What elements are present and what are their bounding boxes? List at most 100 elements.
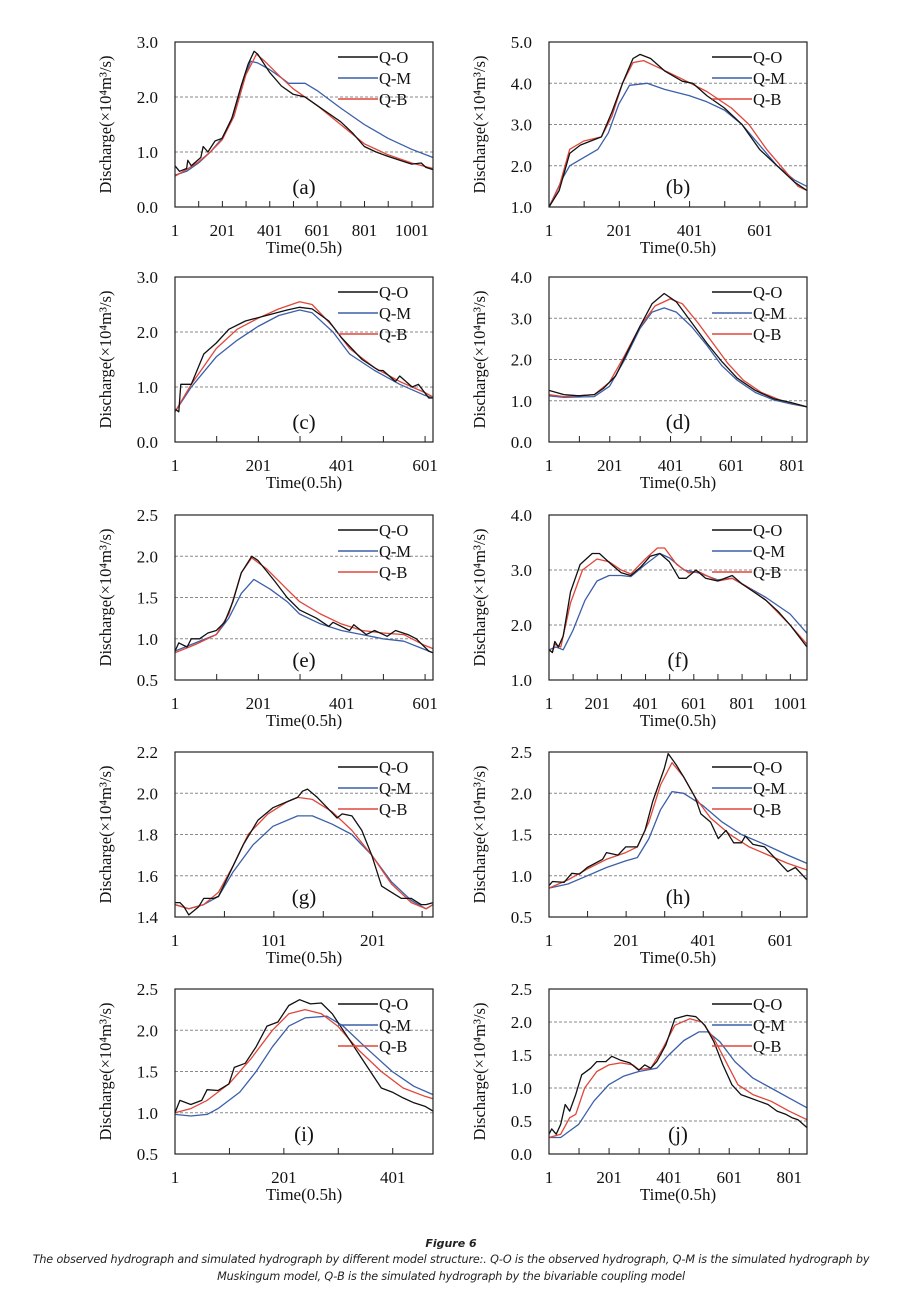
- series-line-q-o: [174, 555, 434, 654]
- y-tick-label: 4.0: [511, 74, 532, 93]
- legend-label-q-m: Q-M: [753, 779, 785, 798]
- legend-label-q-m: Q-M: [379, 542, 411, 561]
- x-tick-label: 601: [719, 456, 745, 475]
- legend-label-q-b: Q-B: [753, 1037, 781, 1056]
- y-tick-label: 3.0: [137, 268, 158, 287]
- series-line-q-o: [548, 292, 808, 408]
- x-tick-label: 601: [304, 221, 330, 240]
- legend-label-q-b: Q-B: [753, 325, 781, 344]
- x-tick-label: 401: [677, 221, 703, 240]
- legend-label-q-m: Q-M: [379, 304, 411, 323]
- x-tick-label: 801: [729, 694, 755, 713]
- y-axis-title: Discharge(×10⁴m³/s): [470, 56, 489, 194]
- y-tick-label: 2.0: [511, 351, 532, 370]
- x-tick-label: 1: [545, 456, 554, 475]
- y-tick-label: 3.0: [137, 33, 158, 52]
- x-tick-label: 801: [352, 221, 378, 240]
- x-tick-label: 401: [329, 694, 355, 713]
- series-line-q-o: [548, 552, 808, 654]
- legend: Q-O Q-M Q-B: [712, 758, 785, 819]
- y-tick-label: 2.0: [137, 1021, 158, 1040]
- x-tick-label: 601: [747, 221, 773, 240]
- y-tick-label: 3.0: [511, 561, 532, 580]
- y-tick-label: 0.5: [137, 1145, 158, 1164]
- legend-label-q-o: Q-O: [379, 995, 408, 1014]
- chart-panel-b: 1.0 2.0 3.0 4.0 5.0 1 201 401 601 Time(0.5h) Disch…: [470, 33, 808, 257]
- legend-label-q-b: Q-B: [379, 563, 407, 582]
- x-axis-title: Time(0.5h): [640, 948, 716, 967]
- y-tick-label: 2.5: [137, 506, 158, 525]
- legend-label-q-m: Q-M: [753, 1016, 785, 1035]
- x-tick-label: 201: [246, 456, 272, 475]
- y-tick-label: 1.0: [137, 143, 158, 162]
- x-axis-title: Time(0.5h): [640, 1185, 716, 1204]
- series-line-q-b: [174, 53, 434, 177]
- series-line-q-b: [548, 1018, 808, 1139]
- x-tick-label: 201: [596, 1168, 622, 1187]
- legend-label-q-b: Q-B: [753, 800, 781, 819]
- series-line-q-m: [548, 790, 808, 889]
- series-line-q-b: [548, 59, 808, 208]
- y-tick-label: 0.5: [511, 1112, 532, 1131]
- x-tick-label: 201: [210, 221, 236, 240]
- x-tick-label: 1001: [395, 221, 429, 240]
- panel-label: (b): [666, 175, 691, 199]
- y-tick-label: 2.0: [511, 1013, 532, 1032]
- x-tick-label: 1: [171, 931, 180, 950]
- series-line-q-m: [548, 307, 808, 408]
- x-tick-label: 401: [656, 1168, 682, 1187]
- y-tick-label: 1.0: [511, 198, 532, 217]
- chart-panel-f: 1.0 2.0 3.0 4.0 1 201 401 601 801 1001 Time(0.5h) D…: [470, 506, 808, 730]
- panel-label: (h): [666, 885, 691, 909]
- y-tick-label: 0.0: [511, 433, 532, 452]
- x-tick-label: 801: [777, 1168, 803, 1187]
- y-axis-title: Discharge(×10⁴m³/s): [470, 1003, 489, 1141]
- y-tick-label: 1.8: [137, 826, 158, 845]
- series-line-q-o: [548, 752, 808, 887]
- x-tick-label: 401: [329, 456, 355, 475]
- series-line-q-b: [174, 301, 434, 413]
- x-tick-label: 601: [412, 456, 438, 475]
- x-tick-label: 201: [360, 931, 386, 950]
- legend: Q-O Q-M Q-B: [338, 995, 411, 1056]
- legend-label-q-o: Q-O: [753, 521, 782, 540]
- y-tick-label: 1.0: [137, 1104, 158, 1123]
- panel-label: (c): [292, 410, 315, 434]
- x-tick-label: 601: [412, 694, 438, 713]
- legend-label-q-o: Q-O: [379, 283, 408, 302]
- x-tick-label: 401: [658, 456, 684, 475]
- chart-panel-a: 0.0 1.0 2.0 3.0 1 201 401 601 801 1001 Time(0.5h) D…: [96, 33, 434, 257]
- y-tick-label: 5.0: [511, 33, 532, 52]
- y-tick-label: 0.0: [137, 433, 158, 452]
- x-tick-label: 201: [607, 221, 633, 240]
- x-axis-title: Time(0.5h): [640, 711, 716, 730]
- panel-label: (g): [292, 885, 317, 909]
- legend-label-q-m: Q-M: [379, 1016, 411, 1035]
- hydrograph-figure: 0.0 1.0 2.0 3.0 1 201 401 601 801 1001 Time(0.5h) D…: [96, 33, 808, 1204]
- plot-frame: [174, 276, 434, 443]
- y-tick-label: 1.0: [137, 378, 158, 397]
- series-line-q-o: [548, 1014, 808, 1135]
- x-tick-label: 401: [691, 931, 717, 950]
- plot-frame: [548, 751, 808, 918]
- y-axis-title: Discharge(×10⁴m³/s): [96, 1003, 115, 1141]
- x-tick-label: 201: [246, 694, 272, 713]
- x-axis-title: Time(0.5h): [266, 1185, 342, 1204]
- y-tick-label: 2.0: [511, 784, 532, 803]
- plot-frame: [548, 41, 808, 208]
- y-tick-label: 1.0: [511, 1079, 532, 1098]
- panel-label: (f): [668, 648, 689, 672]
- x-tick-label: 401: [380, 1168, 406, 1187]
- x-tick-label: 1: [171, 1168, 180, 1187]
- figure-title: Figure 6: [425, 1237, 477, 1250]
- y-tick-label: 1.0: [511, 392, 532, 411]
- legend: Q-O Q-M Q-B: [712, 48, 785, 109]
- y-axis-title: Discharge(×10⁴m³/s): [470, 291, 489, 429]
- legend: Q-O Q-M Q-B: [338, 758, 411, 819]
- y-tick-label: 2.0: [511, 157, 532, 176]
- legend-label-q-b: Q-B: [379, 90, 407, 109]
- legend-label-q-b: Q-B: [379, 1037, 407, 1056]
- y-tick-label: 3.0: [511, 116, 532, 135]
- y-axis-title: Discharge(×10⁴m³/s): [96, 56, 115, 194]
- y-axis-title: Discharge(×10⁴m³/s): [470, 529, 489, 667]
